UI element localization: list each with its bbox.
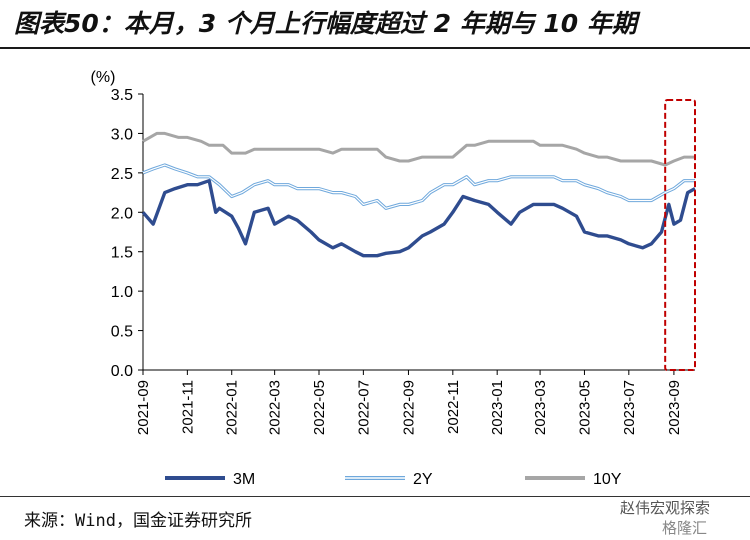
source-note: 来源：Wind，国金证券研究所: [24, 511, 252, 531]
y-tick-label: 0.5: [111, 324, 133, 341]
x-tick-label: 2023-09: [666, 380, 683, 435]
highlight-box: [664, 99, 697, 371]
x-tick-label: 2022-09: [400, 380, 417, 435]
highlight-region: [664, 99, 697, 371]
watermark-logo: 格隆汇: [662, 520, 708, 537]
x-tick-label: 2023-07: [621, 380, 638, 435]
watermark-name: 赵伟宏观探索: [620, 500, 711, 517]
watermark: 赵伟宏观探索 格隆汇: [592, 497, 748, 537]
x-tick-label: 2023-03: [532, 380, 549, 435]
axes: [142, 94, 695, 371]
y-tick-label: 1.5: [111, 245, 133, 262]
series-lines: [141, 131, 696, 258]
footer-divider: [0, 496, 750, 497]
y-tick-label: 2.5: [111, 166, 133, 183]
x-ticks: 2021-09 2021-11 2022-01 2022-03 2022-05 2022-…: [135, 370, 683, 435]
x-tick-label: 2022-11: [445, 380, 462, 434]
y-tick-label: 2.0: [111, 205, 133, 222]
series-2y-line-inner: [142, 164, 695, 209]
y-tick-label: 3.5: [111, 87, 133, 104]
legend: 3M 2Y 10Y: [165, 471, 622, 488]
y-ticks: 0.0 0.5 1.0 1.5 2.0 2.5 3.0 3.5: [111, 87, 143, 380]
y-tick-label: 0.0: [111, 363, 133, 380]
line-chart: (%) 0.00.51.01.52.02.53.03.5 2021-09 2021…: [91, 69, 697, 488]
x-tick-label: 2022-03: [267, 380, 284, 435]
x-tick-label: 2022-05: [311, 380, 328, 435]
series-10y-line: [142, 131, 695, 167]
y-axis-label: (%): [91, 69, 116, 86]
title-divider: [0, 47, 750, 49]
y-tick-label: 3.0: [111, 126, 133, 143]
legend-label-10y: 10Y: [593, 471, 622, 488]
chart-title: 图表50：本月，3 个月上行幅度超过 2 年期与 10 年期: [14, 9, 637, 38]
x-tick-label: 2022-07: [355, 380, 372, 435]
x-tick-label: 2021-09: [135, 380, 152, 435]
x-tick-label: 2021-11: [179, 380, 196, 434]
x-tick-label: 2023-01: [489, 380, 506, 435]
x-tick-label: 2023-05: [576, 380, 593, 435]
x-tick-label: 2022-01: [224, 380, 241, 435]
legend-label-3m: 3M: [233, 471, 255, 488]
legend-label-2y: 2Y: [413, 471, 433, 488]
series-3m-line: [141, 178, 696, 258]
y-tick-label: 1.0: [111, 284, 133, 301]
